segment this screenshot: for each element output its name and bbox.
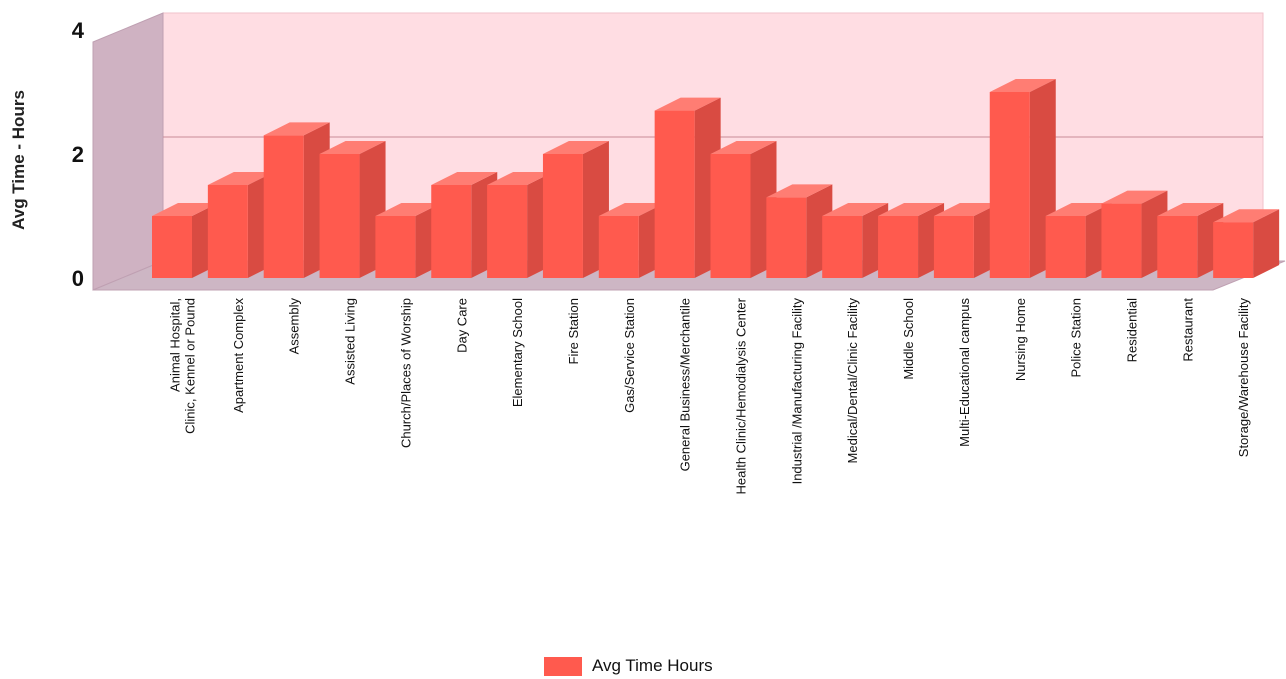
x-tick-label: Residential bbox=[1124, 298, 1139, 362]
bar-top bbox=[487, 172, 554, 185]
x-tick-label-line: Industrial /Manufacturing Facility bbox=[789, 298, 804, 485]
x-tick-label-line: Animal Hospital, bbox=[168, 298, 183, 392]
x-tick-label-line: Police Station bbox=[1069, 298, 1084, 378]
y-axis-label: Avg Time - Hours bbox=[9, 90, 28, 230]
bar-front bbox=[933, 216, 974, 278]
x-tick-label-line: Health Clinic/Hemodialysis Center bbox=[734, 297, 749, 494]
x-tick-label: Industrial /Manufacturing Facility bbox=[789, 298, 804, 485]
x-tick-label: Apartment Complex bbox=[231, 298, 246, 413]
x-tick-label-line: Clinic, Kennel or Pound bbox=[183, 298, 198, 434]
x-tick-label-line: Restaurant bbox=[1180, 298, 1195, 362]
legend-swatch bbox=[544, 656, 582, 676]
bar-front bbox=[263, 135, 304, 278]
bar-top bbox=[1045, 203, 1112, 216]
x-tick-label-line: Assembly bbox=[287, 298, 302, 355]
x-tick-label: Medical/Dental/Clinic Facility bbox=[845, 298, 860, 464]
bar-top bbox=[989, 79, 1056, 92]
bar-front bbox=[152, 216, 192, 278]
bar-front bbox=[989, 92, 1030, 278]
x-tick-label-line: Gas/Service Station bbox=[622, 298, 637, 413]
y-tick-label: 2 bbox=[72, 142, 84, 167]
legend: Avg Time Hours bbox=[544, 655, 713, 677]
x-tick-label-line: General Business/Merchantile bbox=[678, 298, 693, 471]
bar-top bbox=[766, 184, 833, 198]
bar-front bbox=[766, 197, 807, 278]
x-tick-label-line: Elementary School bbox=[510, 298, 525, 407]
bar-top bbox=[878, 203, 945, 216]
bar-top bbox=[152, 203, 218, 216]
x-tick-label: Church/Places of Worship bbox=[398, 298, 413, 448]
x-tick-label-line: Medical/Dental/Clinic Facility bbox=[845, 298, 860, 464]
x-tick-label: Assisted Living bbox=[343, 298, 358, 385]
x-tick-label-line: Middle School bbox=[901, 298, 916, 380]
x-tick-label: Nursing Home bbox=[1013, 298, 1028, 381]
y-tick-label: 0 bbox=[72, 266, 84, 291]
bars bbox=[152, 79, 1280, 279]
bar-front bbox=[598, 216, 639, 278]
bar-front bbox=[542, 154, 583, 278]
bar bbox=[654, 97, 721, 278]
x-tick-label-line: Apartment Complex bbox=[231, 298, 246, 413]
x-axis-ticks: Animal Hospital, Clinic, Kennel or Pound A… bbox=[168, 297, 1252, 494]
bar bbox=[598, 203, 665, 278]
bar-front bbox=[375, 216, 416, 278]
bar-top bbox=[207, 172, 274, 185]
x-tick-label-line: Day Care bbox=[454, 298, 469, 353]
bar-front bbox=[1157, 216, 1198, 278]
bar-top bbox=[822, 203, 889, 216]
bar-side bbox=[1253, 209, 1280, 278]
bar-top bbox=[542, 141, 609, 154]
bar-front bbox=[878, 216, 919, 278]
x-tick-label-line: Storage/Warehouse Facility bbox=[1236, 298, 1251, 458]
x-tick-label: General Business/Merchantile bbox=[678, 298, 693, 471]
bar-front bbox=[1213, 222, 1254, 278]
bar-top bbox=[710, 141, 777, 154]
x-tick-label-line: Assisted Living bbox=[343, 298, 358, 385]
bar-top bbox=[319, 141, 386, 154]
x-tick-label: Health Clinic/Hemodialysis Center bbox=[734, 297, 749, 494]
x-tick-label-line: Nursing Home bbox=[1013, 298, 1028, 381]
legend-label: Avg Time Hours bbox=[592, 656, 713, 675]
bar-top bbox=[1213, 209, 1280, 223]
bar bbox=[1213, 209, 1280, 278]
x-tick-label: Police Station bbox=[1069, 298, 1084, 378]
x-tick-label: Middle School bbox=[901, 298, 916, 380]
x-tick-label: Elementary School bbox=[510, 298, 525, 407]
bar-top bbox=[1101, 190, 1168, 204]
x-tick-label: Storage/Warehouse Facility bbox=[1236, 298, 1251, 458]
bar-top bbox=[375, 203, 442, 216]
bar bbox=[710, 141, 777, 278]
x-tick-label: Fire Station bbox=[566, 298, 581, 364]
bar-top bbox=[654, 97, 721, 111]
x-tick-label-line: Multi-Educational campus bbox=[957, 298, 972, 447]
x-tick-label-line: Residential bbox=[1124, 298, 1139, 362]
x-tick-label: Day Care bbox=[454, 298, 469, 353]
x-tick-label-line: Fire Station bbox=[566, 298, 581, 364]
bar-top bbox=[263, 122, 330, 136]
bar-front bbox=[1045, 216, 1086, 278]
bar-top bbox=[1157, 203, 1224, 216]
y-tick-label: 4 bbox=[72, 18, 85, 43]
bar-front bbox=[431, 185, 472, 278]
bar bbox=[542, 141, 609, 278]
x-tick-label: Multi-Educational campus bbox=[957, 298, 972, 447]
bar-front bbox=[487, 185, 528, 278]
x-tick-label: Animal Hospital, Clinic, Kennel or Pound bbox=[168, 298, 198, 434]
bar-top bbox=[933, 203, 1000, 216]
bar-front bbox=[1101, 203, 1142, 278]
y-axis-ticks: 0 2 4 bbox=[72, 18, 85, 291]
bar-front bbox=[822, 216, 863, 278]
x-tick-label: Restaurant bbox=[1180, 298, 1195, 362]
bar-top bbox=[431, 172, 498, 185]
bar-front bbox=[654, 110, 695, 278]
x-tick-label: Assembly bbox=[287, 298, 302, 355]
bar-front bbox=[319, 154, 360, 278]
bar-front bbox=[207, 185, 248, 278]
bar-top bbox=[598, 203, 665, 216]
bar-front bbox=[710, 154, 751, 278]
x-tick-label: Gas/Service Station bbox=[622, 298, 637, 413]
x-tick-label-line: Church/Places of Worship bbox=[398, 298, 413, 448]
